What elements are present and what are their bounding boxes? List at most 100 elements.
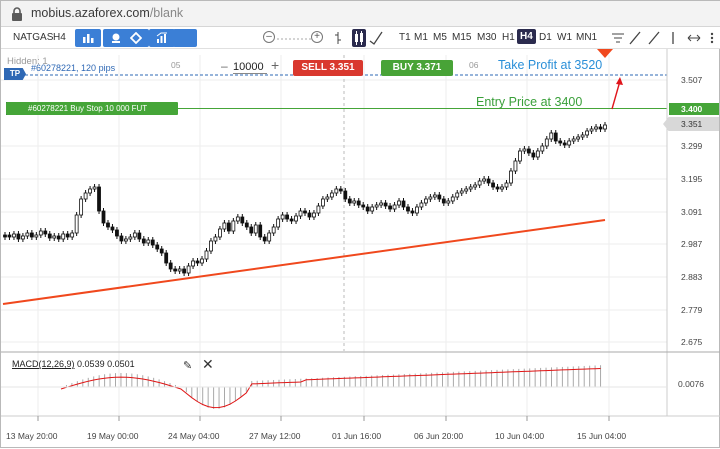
draw-line-icon[interactable] (648, 31, 660, 45)
candle-body (52, 235, 57, 239)
lot-size-input[interactable]: 10000 (233, 61, 267, 74)
candle-body (513, 160, 518, 172)
zoom-out-icon[interactable]: – (263, 31, 275, 43)
candle-body (276, 218, 281, 228)
timeframe-m1[interactable]: M1 (414, 32, 428, 43)
candle-body (468, 186, 473, 190)
line-chart-icon[interactable] (369, 31, 383, 45)
timeframe-m30[interactable]: M30 (477, 32, 497, 43)
templates-button[interactable] (149, 29, 175, 47)
candle-body (338, 188, 343, 192)
candle-body (38, 230, 43, 236)
candle-body (213, 236, 218, 242)
candle-body (580, 134, 585, 138)
horizontal-arrows-icon[interactable] (687, 31, 701, 45)
chart-template-icon (156, 32, 167, 43)
period-label[interactable]: H4 (53, 32, 66, 43)
candle-body (450, 196, 455, 202)
candle-body (280, 214, 285, 220)
candle-body (106, 222, 110, 228)
candle-body (115, 229, 119, 237)
timeframe-t1[interactable]: T1 (399, 32, 411, 43)
candle-body (168, 262, 173, 270)
bar-style-icon[interactable] (335, 31, 345, 45)
timeframe-h1[interactable]: H1 (502, 32, 515, 43)
zoom-slider[interactable] (277, 37, 311, 41)
candle-body (312, 212, 316, 218)
candle-body (585, 130, 589, 136)
candle-body (222, 222, 227, 230)
trendline-icon[interactable] (629, 31, 641, 45)
lot-decrease-button[interactable]: – (221, 59, 228, 73)
candle-body (571, 138, 576, 142)
tp-badge[interactable]: TP (4, 68, 26, 80)
candle-body (173, 268, 178, 272)
edit-pencil-icon[interactable]: ✎ (183, 360, 193, 372)
candle-body (401, 200, 406, 208)
entry-price-marker: 3.400 (669, 103, 719, 115)
candle-body (29, 232, 34, 238)
lot-increase-button[interactable]: + (271, 57, 280, 73)
timeframe-m15[interactable]: M15 (452, 32, 472, 43)
candle-body (200, 258, 204, 264)
candle-body (347, 198, 352, 204)
candle-body (34, 234, 39, 238)
buy-stop-order-badge[interactable]: #60278221 Buy Stop 10 000 FUT (6, 102, 178, 115)
hidden-orders-label[interactable]: Hidden: 1 (7, 56, 48, 67)
buy-button[interactable]: BUY 3.371 (381, 60, 453, 76)
candle-body (518, 150, 522, 162)
timeframe-h4[interactable]: H4 (517, 29, 536, 44)
objects-button[interactable] (123, 29, 149, 47)
url-text[interactable]: mobius.azaforex.com/blank (31, 6, 183, 20)
candle-body (531, 152, 536, 158)
candle-body (191, 260, 195, 267)
candles-button[interactable] (352, 29, 366, 47)
timeframe-mn1[interactable]: MN1 (576, 32, 598, 43)
color-button[interactable] (173, 29, 197, 47)
more-icon[interactable] (707, 31, 717, 45)
candle-body (132, 232, 137, 238)
candle-body (589, 128, 594, 132)
timeframe-d1[interactable]: D1 (539, 32, 552, 43)
sell-button[interactable]: SELL 3.351 (293, 60, 363, 76)
candle-body (464, 188, 469, 192)
price-tick: 3.195 (681, 174, 703, 184)
close-icon[interactable]: ✕ (202, 356, 214, 372)
time-tick: 01 Jun 16:00 (332, 431, 382, 441)
vertical-line-icon[interactable] (667, 31, 679, 45)
indicators-button[interactable] (103, 29, 129, 47)
chart-type-button[interactable] (75, 29, 101, 47)
candle-body (495, 186, 500, 190)
candle-body (522, 148, 527, 152)
symbol-label[interactable]: NATGAS (13, 32, 54, 43)
zoom-in-icon[interactable]: + (311, 31, 323, 43)
diamond-icon (130, 32, 142, 44)
url-host: mobius.azaforex.com (31, 6, 150, 20)
address-bar[interactable]: mobius.azaforex.com/blank (1, 1, 720, 27)
candle-body (249, 226, 254, 234)
price-tick: 2.675 (681, 337, 703, 347)
candle-body (164, 252, 169, 264)
timeframe-w1[interactable]: W1 (557, 32, 572, 43)
candle-body (432, 194, 437, 198)
current-price-marker: 3.351 (663, 117, 719, 131)
candle-body (388, 205, 392, 210)
candle-body (110, 226, 115, 231)
candle-body (379, 202, 384, 206)
price-tick: 2.779 (681, 305, 703, 315)
candle-body (446, 200, 451, 204)
candle-body (303, 210, 307, 214)
candle-body (321, 198, 325, 207)
candle-body (182, 268, 187, 274)
macd-legend[interactable]: MACD(12,26,9) 0.0539 0.0501 (12, 359, 135, 369)
candle-body (258, 224, 263, 238)
filter-icon[interactable] (611, 31, 625, 45)
candle-body (209, 240, 213, 252)
entry-price-annotation: Entry Price at 3400 (476, 95, 583, 109)
timeframe-m5[interactable]: M5 (433, 32, 447, 43)
candle-body (83, 192, 88, 200)
candle-body (576, 136, 581, 140)
time-tick: 24 May 04:00 (168, 431, 220, 441)
candle-body (195, 260, 200, 264)
candle-body (123, 238, 128, 242)
